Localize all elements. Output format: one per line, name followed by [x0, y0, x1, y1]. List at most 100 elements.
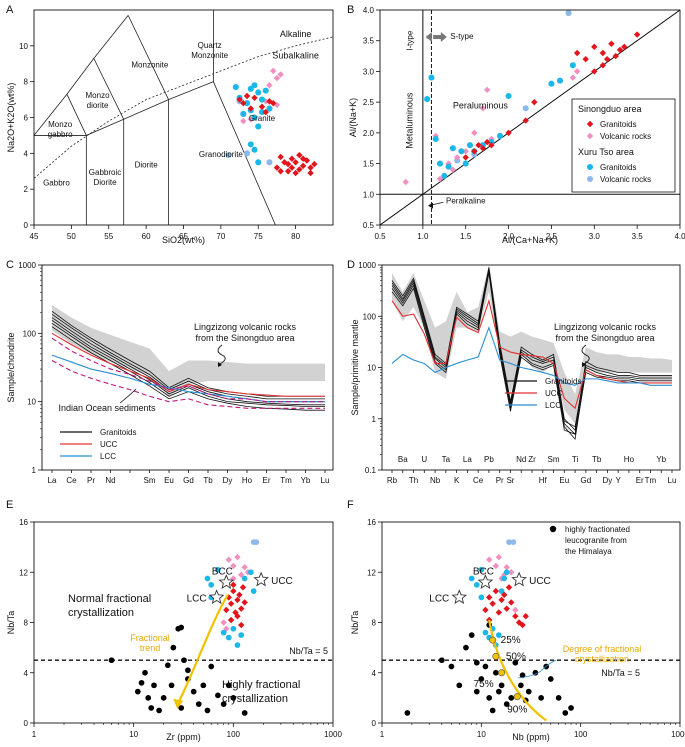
data-point: [230, 587, 237, 595]
data-point: [142, 669, 148, 676]
y-tick-label: 100: [23, 329, 37, 338]
top-element-label: Nd: [516, 455, 526, 464]
x-tick-label: Ho: [242, 476, 253, 485]
trend-label-25: 25%: [501, 635, 521, 646]
data-point: [436, 175, 444, 183]
y-tick-label: 2.0: [363, 129, 375, 138]
y-tick-label: 8: [372, 619, 377, 628]
annotation-arrow-indian: [119, 388, 137, 404]
data-point: [591, 43, 598, 51]
y-tick-label: 1000: [358, 261, 376, 270]
data-point: [243, 92, 251, 100]
data-point: [258, 109, 266, 116]
x-tick-label: 0.5: [374, 232, 386, 241]
data-point: [485, 556, 493, 563]
data-point: [138, 679, 145, 686]
data-point: [241, 599, 248, 606]
field-label-quartz-monzonite: Quartz: [198, 41, 222, 50]
data-point: [225, 152, 232, 159]
data-point: [498, 596, 505, 604]
x-tick-label: Dy: [223, 476, 233, 485]
star-ucc: [253, 571, 269, 587]
series-line-granitoids: [391, 267, 672, 431]
data-point: [266, 98, 273, 105]
data-point: [569, 62, 576, 69]
data-point: [258, 96, 266, 103]
y-tick-label: 16: [19, 518, 28, 527]
ref-label-lcc: LCC: [429, 593, 449, 604]
x-tick-label: 4.0: [674, 232, 685, 241]
classification-boundary: [66, 94, 87, 136]
y-axis-title: Sample/chondrite: [6, 332, 16, 402]
data-point: [215, 566, 221, 573]
legend-marker-volcanic-xuru: [586, 175, 594, 183]
x-tick-label: 1.5: [460, 232, 472, 241]
y-tick-label: 4.0: [363, 6, 375, 15]
data-point: [485, 594, 493, 601]
bottom-element-label: Tm: [645, 476, 657, 485]
data-point: [456, 682, 463, 689]
data-point: [462, 148, 469, 155]
panel-f-plot-area: [382, 539, 680, 722]
star-bcc: [477, 574, 494, 589]
y-tick-label: 2.5: [363, 98, 375, 107]
x-axis-title: Zr (ppm): [166, 732, 201, 742]
data-point: [522, 613, 529, 620]
data-point: [223, 606, 230, 614]
x-tick-label: 10: [477, 730, 486, 739]
series-line-granitoids: [391, 272, 672, 435]
top-element-label: La: [463, 455, 472, 464]
data-point: [503, 564, 510, 571]
data-point: [495, 609, 503, 616]
legend-marker-himalaya: [549, 525, 557, 533]
series-line-granitoids: [51, 313, 325, 400]
top-element-label: Yb: [656, 455, 666, 464]
data-point: [616, 46, 624, 54]
data-point: [473, 581, 480, 588]
ref-label-lcc: LCC: [187, 593, 207, 604]
data-point: [478, 566, 485, 573]
data-point: [247, 105, 254, 112]
data-point: [495, 688, 502, 695]
data-point: [478, 676, 485, 682]
diagonal-line: [380, 10, 680, 225]
field-label-subalkaline: Subalkaline: [272, 50, 319, 60]
data-point: [239, 584, 247, 591]
x-tick-label: 1: [32, 730, 37, 739]
legend-marker-granitoids: [586, 120, 594, 128]
data-point: [441, 172, 448, 179]
data-point: [243, 150, 251, 157]
x-tick-label: Tm: [280, 476, 292, 485]
data-point: [288, 164, 296, 171]
x-tick-label: La: [48, 476, 57, 485]
annotation-arrowhead-lingzizong: [218, 362, 222, 367]
peralkaline-arrowhead: [428, 202, 433, 209]
x-tick-label: 80: [291, 232, 300, 241]
data-point: [178, 705, 185, 711]
y-axis-title: Nb/Ta: [350, 611, 360, 635]
x-tick-label: 70: [216, 232, 225, 241]
data-point: [473, 688, 480, 695]
x-tick-label: 2.5: [546, 232, 558, 241]
data-point: [248, 569, 254, 576]
data-point: [225, 634, 232, 641]
trend-label-50: 50%: [506, 651, 526, 662]
data-point: [492, 669, 499, 676]
y-tick-label: 6: [24, 114, 29, 123]
data-point: [227, 600, 235, 607]
x-tick-label: Gd: [183, 476, 194, 485]
bottom-element-label: Hf: [539, 476, 548, 485]
x-tick-label: Nd: [105, 476, 115, 485]
y-axis-title: Nb/Ta: [6, 611, 16, 635]
y-tick-label: 3.5: [363, 37, 375, 46]
data-point: [230, 562, 237, 570]
data-point: [473, 659, 480, 666]
data-point: [501, 571, 508, 578]
fractional-degree-curve: [488, 619, 547, 722]
panel-e-plot-area: [34, 539, 333, 716]
data-point: [556, 77, 564, 84]
bottom-element-label: Eu: [559, 476, 569, 485]
data-point: [591, 68, 598, 75]
data-point: [466, 142, 474, 149]
data-point: [273, 164, 281, 171]
